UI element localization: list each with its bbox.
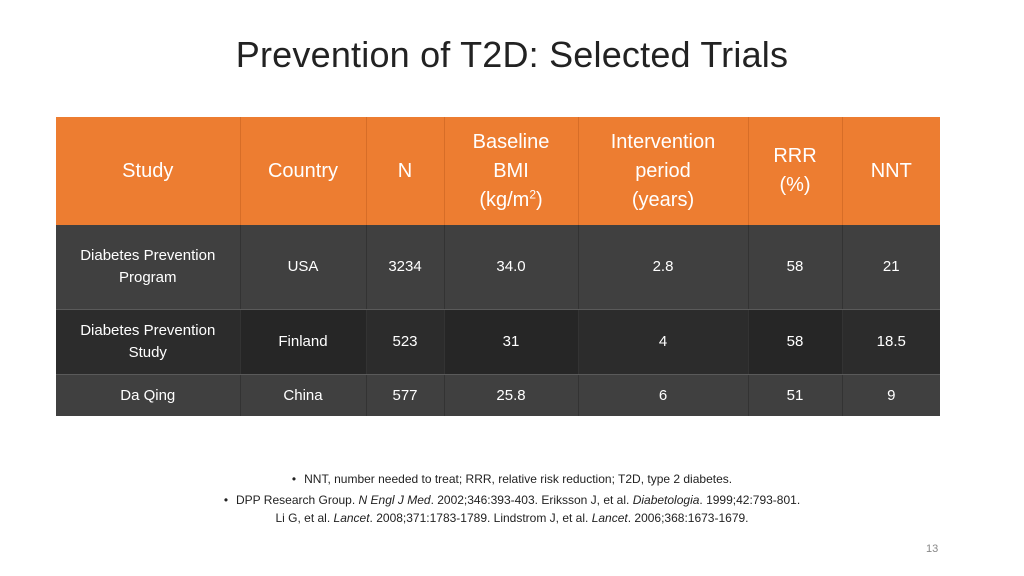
ref-text: . 1999;42:793-801.	[699, 493, 801, 507]
cell-period: 2.8	[578, 225, 749, 310]
page-number: 13	[926, 543, 939, 555]
references-note: • DPP Research Group. N Engl J Med. 2002;…	[0, 491, 1024, 527]
cell-bmi: 31	[444, 309, 579, 375]
header-rrr-line2: (%)	[779, 174, 811, 196]
abbreviations-note: • NNT, number needed to treat; RRR, relat…	[0, 470, 1024, 488]
cell-nnt: 9	[842, 374, 940, 416]
cell-n: 523	[366, 309, 445, 375]
header-rrr: RRR (%)	[748, 117, 843, 225]
cell-rrr: 58	[748, 309, 843, 375]
cell-rrr: 51	[748, 374, 843, 416]
cell-country: Finland	[240, 309, 367, 375]
table-row: Diabetes Prevention Study Finland 523 31…	[56, 309, 940, 375]
header-rrr-line1: RRR	[773, 145, 817, 167]
ref-journal: Lancet	[333, 511, 370, 525]
header-bmi-unit-sup: 2	[529, 186, 536, 201]
header-study: Study	[56, 117, 241, 225]
cell-n: 577	[366, 374, 445, 416]
header-bmi-line1: Baseline	[472, 130, 550, 153]
cell-country: China	[240, 374, 367, 416]
cell-period: 4	[578, 309, 749, 375]
ref-text: . 2008;371:1783-1789. Lindstrom J, et al…	[369, 511, 592, 525]
ref-text: Li G, et al.	[275, 511, 334, 525]
ref-text: DPP Research Group.	[236, 493, 359, 507]
header-baseline-bmi: Baseline BMI (kg/m2)	[444, 117, 579, 225]
ref-journal: Diabetologia	[632, 493, 700, 507]
header-period-line3: (years)	[631, 188, 695, 211]
ref-journal: N Engl J Med	[358, 493, 431, 507]
ref-journal: Lancet	[591, 511, 628, 525]
cell-rrr: 58	[748, 225, 843, 310]
trials-table: Study Country N Baseline BMI (kg/m2) Int…	[56, 117, 940, 416]
cell-nnt: 21	[842, 225, 940, 310]
cell-study: Diabetes Prevention Program	[56, 225, 241, 310]
header-bmi-unit-pre: (kg/m	[479, 188, 530, 211]
header-bmi-line2: BMI	[493, 159, 529, 182]
study-line2: Program	[118, 269, 177, 286]
table-row: Da Qing China 577 25.8 6 51 9	[56, 374, 940, 416]
header-period-line1: Intervention	[610, 130, 716, 153]
header-intervention-period: Intervention period (years)	[578, 117, 749, 225]
header-period-line2: period	[635, 159, 691, 182]
ref-text: . 2006;368:1673-1679.	[627, 511, 749, 525]
cell-bmi: 34.0	[444, 225, 579, 310]
header-n: N	[366, 117, 445, 225]
cell-study: Da Qing	[56, 374, 241, 416]
cell-nnt: 18.5	[842, 309, 940, 375]
bullet-icon: •	[223, 493, 229, 507]
bullet-icon: •	[291, 472, 297, 486]
table-header-row: Study Country N Baseline BMI (kg/m2) Int…	[56, 117, 940, 225]
header-bmi-unit-post: )	[536, 188, 543, 211]
cell-period: 6	[578, 374, 749, 416]
table-row: Diabetes Prevention Program USA 3234 34.…	[56, 225, 940, 310]
ref-text: . 2002;346:393-403. Eriksson J, et al.	[430, 493, 633, 507]
header-nnt: NNT	[842, 117, 940, 225]
abbreviations-text: NNT, number needed to treat; RRR, relati…	[304, 472, 733, 486]
cell-n: 3234	[366, 225, 445, 310]
cell-bmi: 25.8	[444, 374, 579, 416]
study-line1: Diabetes Prevention	[80, 322, 216, 339]
slide-title: Prevention of T2D: Selected Trials	[235, 34, 789, 75]
footnotes: • NNT, number needed to treat; RRR, relat…	[0, 470, 1024, 530]
study-line2: Study	[128, 344, 167, 361]
cell-country: USA	[240, 225, 367, 310]
study-line1: Diabetes Prevention	[80, 247, 216, 264]
cell-study: Diabetes Prevention Study	[56, 309, 241, 375]
header-country: Country	[240, 117, 367, 225]
